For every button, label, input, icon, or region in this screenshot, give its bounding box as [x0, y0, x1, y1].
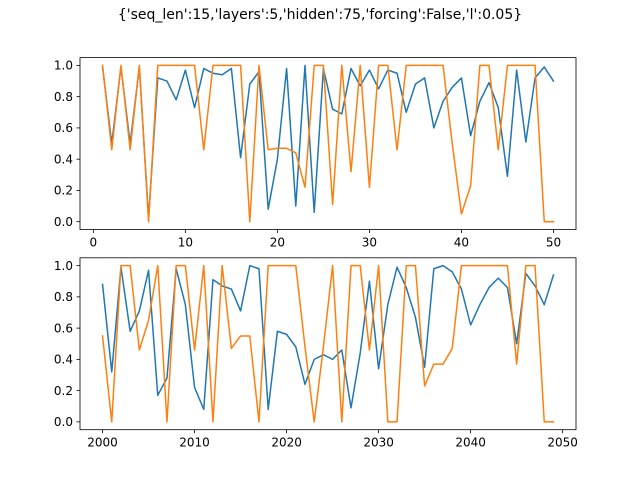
x-tick-label: 2020 — [271, 436, 302, 450]
series-line-2 — [101, 264, 555, 423]
x-tick-label: 0 — [90, 236, 98, 250]
y-tick-label: 0.0 — [54, 415, 73, 429]
y-tick-label: 0.2 — [54, 184, 73, 198]
series-line-2 — [101, 64, 555, 223]
y-tick-label: 0.8 — [54, 90, 73, 104]
y-tick-label: 0.4 — [54, 152, 73, 166]
axes-frame — [79, 257, 577, 431]
y-tick-label: 0.0 — [54, 215, 73, 229]
series-line-1 — [101, 264, 555, 411]
x-tick-label: 50 — [546, 236, 561, 250]
series-line-1 — [101, 64, 555, 220]
figure-title: {'seq_len':15,'layers':5,'hidden':75,'fo… — [117, 7, 523, 23]
x-tick-label: 2030 — [363, 436, 394, 450]
subplot-1: 0 10 20 30 40 50 0.0 0.2 0.4 0.6 0.8 1.0 — [54, 57, 577, 250]
x-tick-label: 40 — [454, 236, 469, 250]
x-tick-label: 2000 — [87, 436, 118, 450]
y-tick-label: 1.0 — [54, 259, 73, 273]
x-tick-label: 30 — [362, 236, 377, 250]
y-tick-label: 0.8 — [54, 290, 73, 304]
y-tick-label: 0.2 — [54, 384, 73, 398]
x-tick-label: 2040 — [455, 436, 486, 450]
subplot-2: 2000 2010 2020 2030 2040 2050 0.0 0.2 0.4 0.6 0.8 1… — [54, 257, 578, 450]
x-tick-label: 20 — [270, 236, 285, 250]
x-tick-label: 10 — [178, 236, 193, 250]
y-tick-label: 0.6 — [54, 321, 73, 335]
y-tick-label: 0.6 — [54, 121, 73, 135]
x-tick-label: 2010 — [179, 436, 210, 450]
axes-frame — [79, 57, 577, 230]
x-tick-label: 2050 — [547, 436, 578, 450]
y-tick-label: 0.4 — [54, 353, 73, 367]
y-tick-label: 1.0 — [54, 59, 73, 73]
